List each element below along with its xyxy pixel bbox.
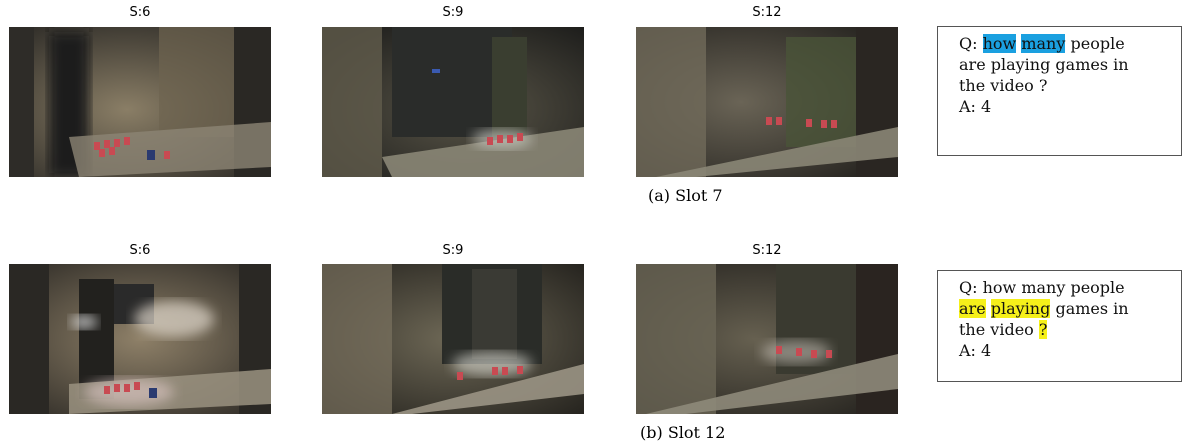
frame-label-s6: S:6	[129, 5, 151, 20]
frame-image	[9, 27, 271, 177]
attention-frame-s12	[636, 27, 898, 177]
frame-image	[636, 264, 898, 414]
frame-image	[322, 264, 584, 414]
frame-label-s9: S:9	[442, 243, 464, 258]
question-word: games in	[1055, 299, 1129, 318]
attention-frame-s12	[636, 264, 898, 414]
attention-frame-s6	[9, 264, 271, 414]
highlighted-word: playing	[990, 299, 1051, 318]
frame-image	[9, 264, 271, 414]
highlighted-word: many	[1021, 34, 1066, 53]
attention-frame-s6	[9, 27, 271, 177]
question-line-3: the video ?	[959, 319, 1173, 340]
frame-label-s6: S:6	[129, 243, 151, 258]
attention-frame-s9	[322, 264, 584, 414]
qa-box-a: Q: how many people are playing games in …	[937, 26, 1182, 156]
subfigure-caption-b: (b) Slot 12	[640, 423, 726, 442]
question-line-3: the video ?	[959, 76, 1048, 95]
subfigure-caption-a: (a) Slot 7	[648, 186, 723, 205]
question-line-1: Q: how many people	[959, 278, 1125, 297]
frame-label-s9: S:9	[442, 5, 464, 20]
question-line-2: are playing games in	[959, 298, 1173, 319]
question-prefix: Q:	[959, 34, 978, 53]
frame-image	[322, 27, 584, 177]
highlighted-mark: ?	[1038, 320, 1048, 339]
answer-line: A: 4	[959, 341, 992, 360]
answer-line: A: 4	[959, 97, 992, 116]
attention-frame-s9	[322, 27, 584, 177]
question-word: the video	[959, 320, 1034, 339]
question-word: people	[1070, 34, 1125, 53]
highlighted-word: how	[982, 34, 1017, 53]
highlighted-word: are	[959, 299, 986, 318]
frame-label-s12: S:12	[752, 5, 782, 20]
qa-box-b: Q: how many people are playing games in …	[937, 270, 1182, 382]
question-line-2: are playing games in	[959, 55, 1129, 74]
frame-label-s12: S:12	[752, 243, 782, 258]
question-line-1: Q: how many people	[959, 33, 1173, 54]
frame-image	[636, 27, 898, 177]
